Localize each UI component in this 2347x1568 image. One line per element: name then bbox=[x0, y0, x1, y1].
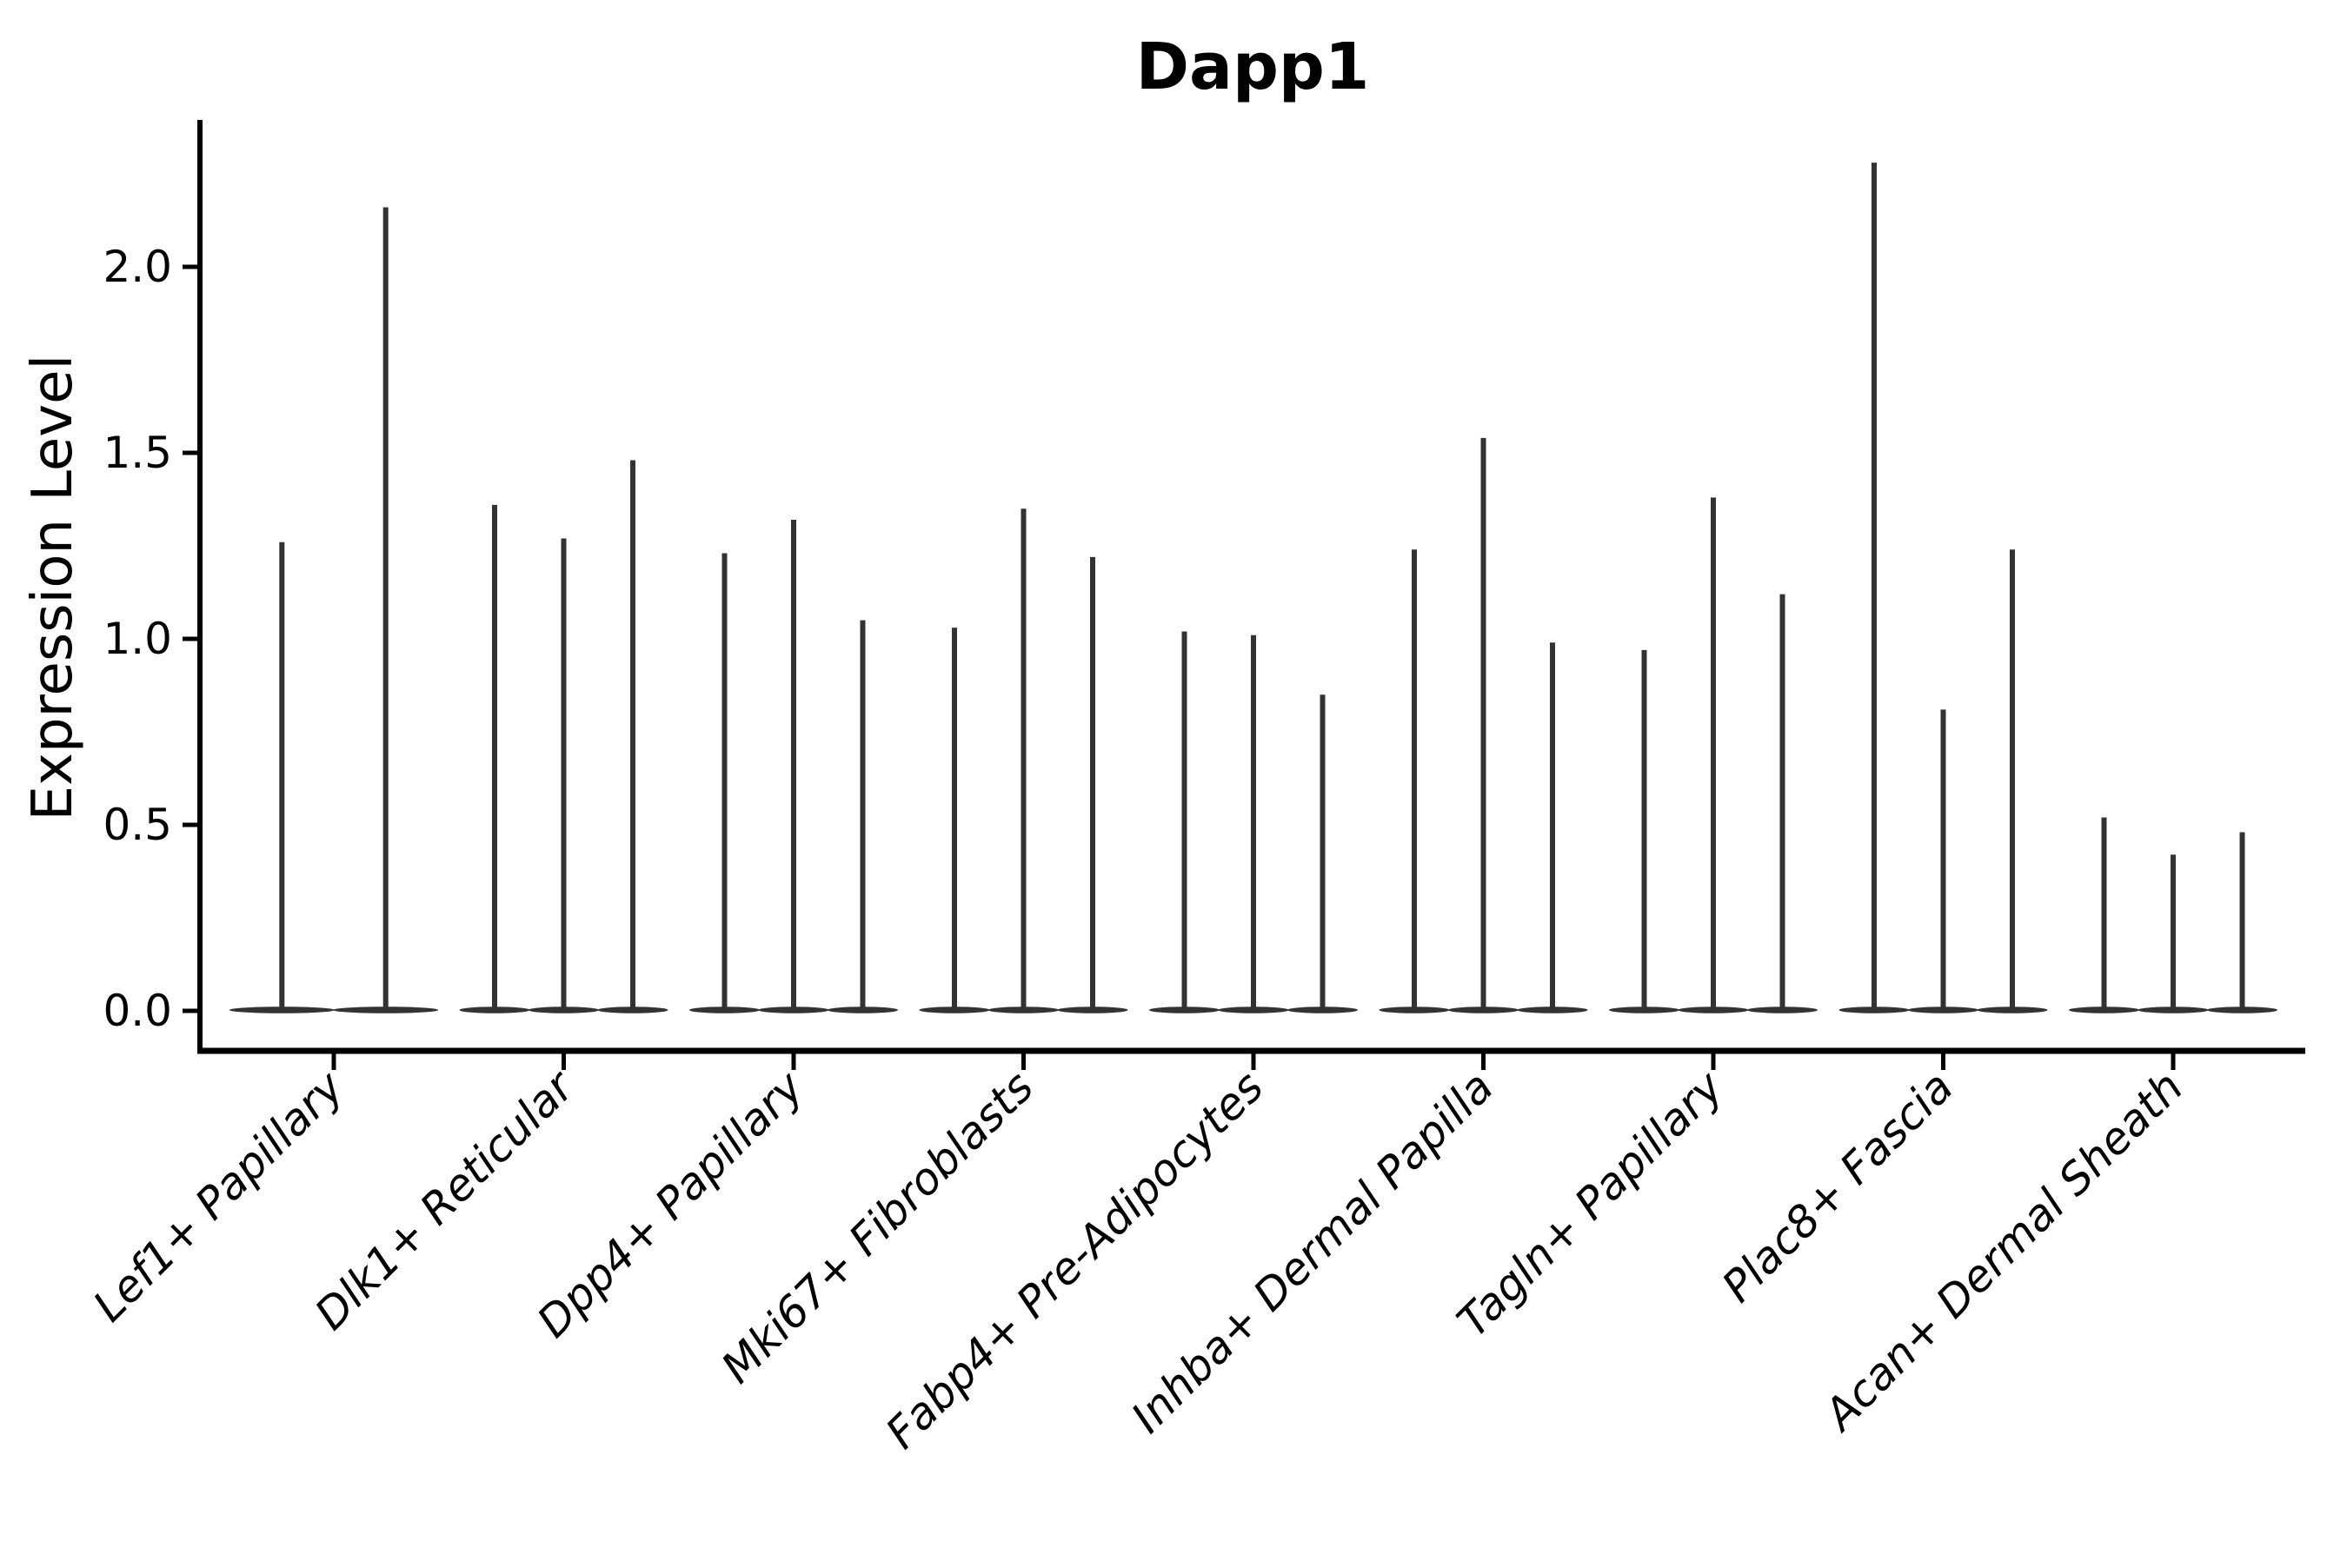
y-tick-label: 1.5 bbox=[103, 428, 172, 478]
violin-base bbox=[2138, 1007, 2209, 1013]
violin-base bbox=[1379, 1007, 1450, 1013]
y-tick-label: 0.0 bbox=[103, 986, 172, 1036]
violin-base bbox=[1448, 1007, 1519, 1013]
y-axis-label: Expression Level bbox=[21, 355, 85, 821]
violin-base bbox=[988, 1007, 1059, 1013]
violin-base bbox=[1977, 1007, 2048, 1013]
x-category-label: Inhba+ Dermal Papilla bbox=[1122, 1061, 1503, 1442]
violin-base bbox=[1747, 1007, 1818, 1013]
violin-base bbox=[689, 1007, 760, 1013]
violin-base bbox=[1218, 1007, 1289, 1013]
x-category-label: Plac8+ Fascia bbox=[1712, 1061, 1963, 1312]
y-axis-ticks: 0.0 0.5 1.0 1.5 2.0 bbox=[103, 242, 197, 1036]
violin-base bbox=[828, 1007, 898, 1013]
violin-base bbox=[459, 1007, 530, 1013]
violin-base bbox=[1609, 1007, 1679, 1013]
violin-base bbox=[758, 1007, 829, 1013]
violin-base bbox=[1908, 1007, 1978, 1013]
violin-base bbox=[1287, 1007, 1358, 1013]
violin-base bbox=[229, 1007, 335, 1013]
x-category-label: Lef1+ Papillary bbox=[83, 1060, 354, 1331]
x-axis-ticks bbox=[331, 1053, 2176, 1070]
y-tick-label: 0.5 bbox=[103, 800, 172, 850]
violins bbox=[229, 163, 2277, 1013]
x-category-label: Fabp4+ Pre-Adipocytes bbox=[876, 1061, 1273, 1458]
y-tick-label: 1.0 bbox=[103, 614, 172, 664]
violin-base bbox=[1678, 1007, 1749, 1013]
violin-base bbox=[1057, 1007, 1128, 1013]
violin-base bbox=[333, 1007, 439, 1013]
violin-base bbox=[1149, 1007, 1220, 1013]
violin-base bbox=[1838, 1007, 1910, 1013]
violin-base bbox=[919, 1007, 990, 1013]
violin-base bbox=[529, 1007, 599, 1013]
violin-base bbox=[2069, 1007, 2139, 1013]
violin-base bbox=[1517, 1007, 1588, 1013]
violin-base bbox=[2207, 1007, 2277, 1013]
y-tick-label: 2.0 bbox=[103, 242, 172, 292]
chart-title: Dapp1 bbox=[1136, 30, 1370, 104]
violin-base bbox=[597, 1007, 668, 1013]
